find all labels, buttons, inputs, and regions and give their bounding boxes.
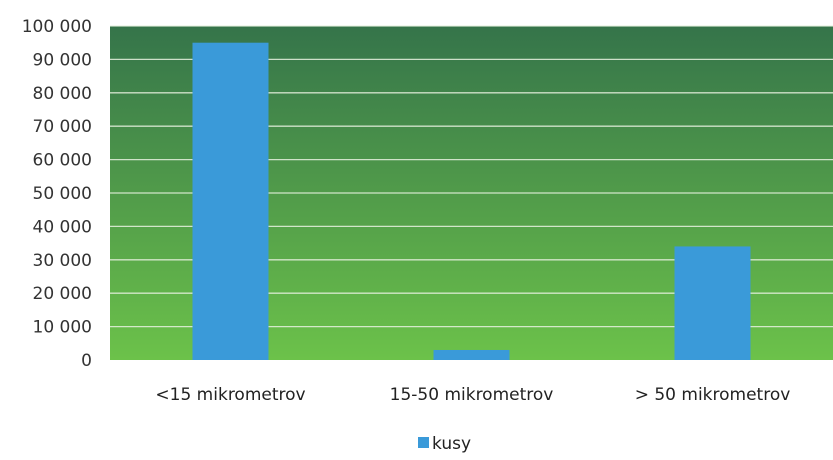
y-tick-label: 10 000 bbox=[33, 318, 92, 338]
y-tick-label: 100 000 bbox=[22, 17, 92, 37]
y-axis-ticks: 0 10 000 20 000 30 000 40 000 50 000 60 000 70 … bbox=[22, 17, 92, 371]
x-category-label: > 50 mikrometrov bbox=[635, 385, 791, 405]
bar bbox=[433, 349, 510, 360]
bar bbox=[674, 246, 751, 360]
legend-label: kusy bbox=[432, 434, 471, 454]
y-tick-label: 60 000 bbox=[33, 151, 92, 171]
y-tick-label: 80 000 bbox=[33, 84, 92, 104]
y-tick-label: 40 000 bbox=[33, 217, 92, 237]
y-tick-label: 50 000 bbox=[33, 184, 92, 204]
y-tick-label: 30 000 bbox=[33, 251, 92, 271]
bars bbox=[192, 42, 751, 360]
x-category-label: 15-50 mikrometrov bbox=[390, 385, 554, 405]
y-tick-label: 20 000 bbox=[33, 284, 92, 304]
x-axis-labels: <15 mikrometrov 15-50 mikrometrov > 50 mik… bbox=[155, 385, 790, 405]
y-tick-label: 70 000 bbox=[33, 117, 92, 137]
legend-swatch bbox=[418, 437, 429, 448]
y-tick-label: 90 000 bbox=[33, 50, 92, 70]
y-tick-label: 0 bbox=[81, 351, 92, 371]
x-category-label: <15 mikrometrov bbox=[155, 385, 305, 405]
legend: kusy bbox=[418, 434, 471, 454]
bar bbox=[192, 42, 269, 360]
